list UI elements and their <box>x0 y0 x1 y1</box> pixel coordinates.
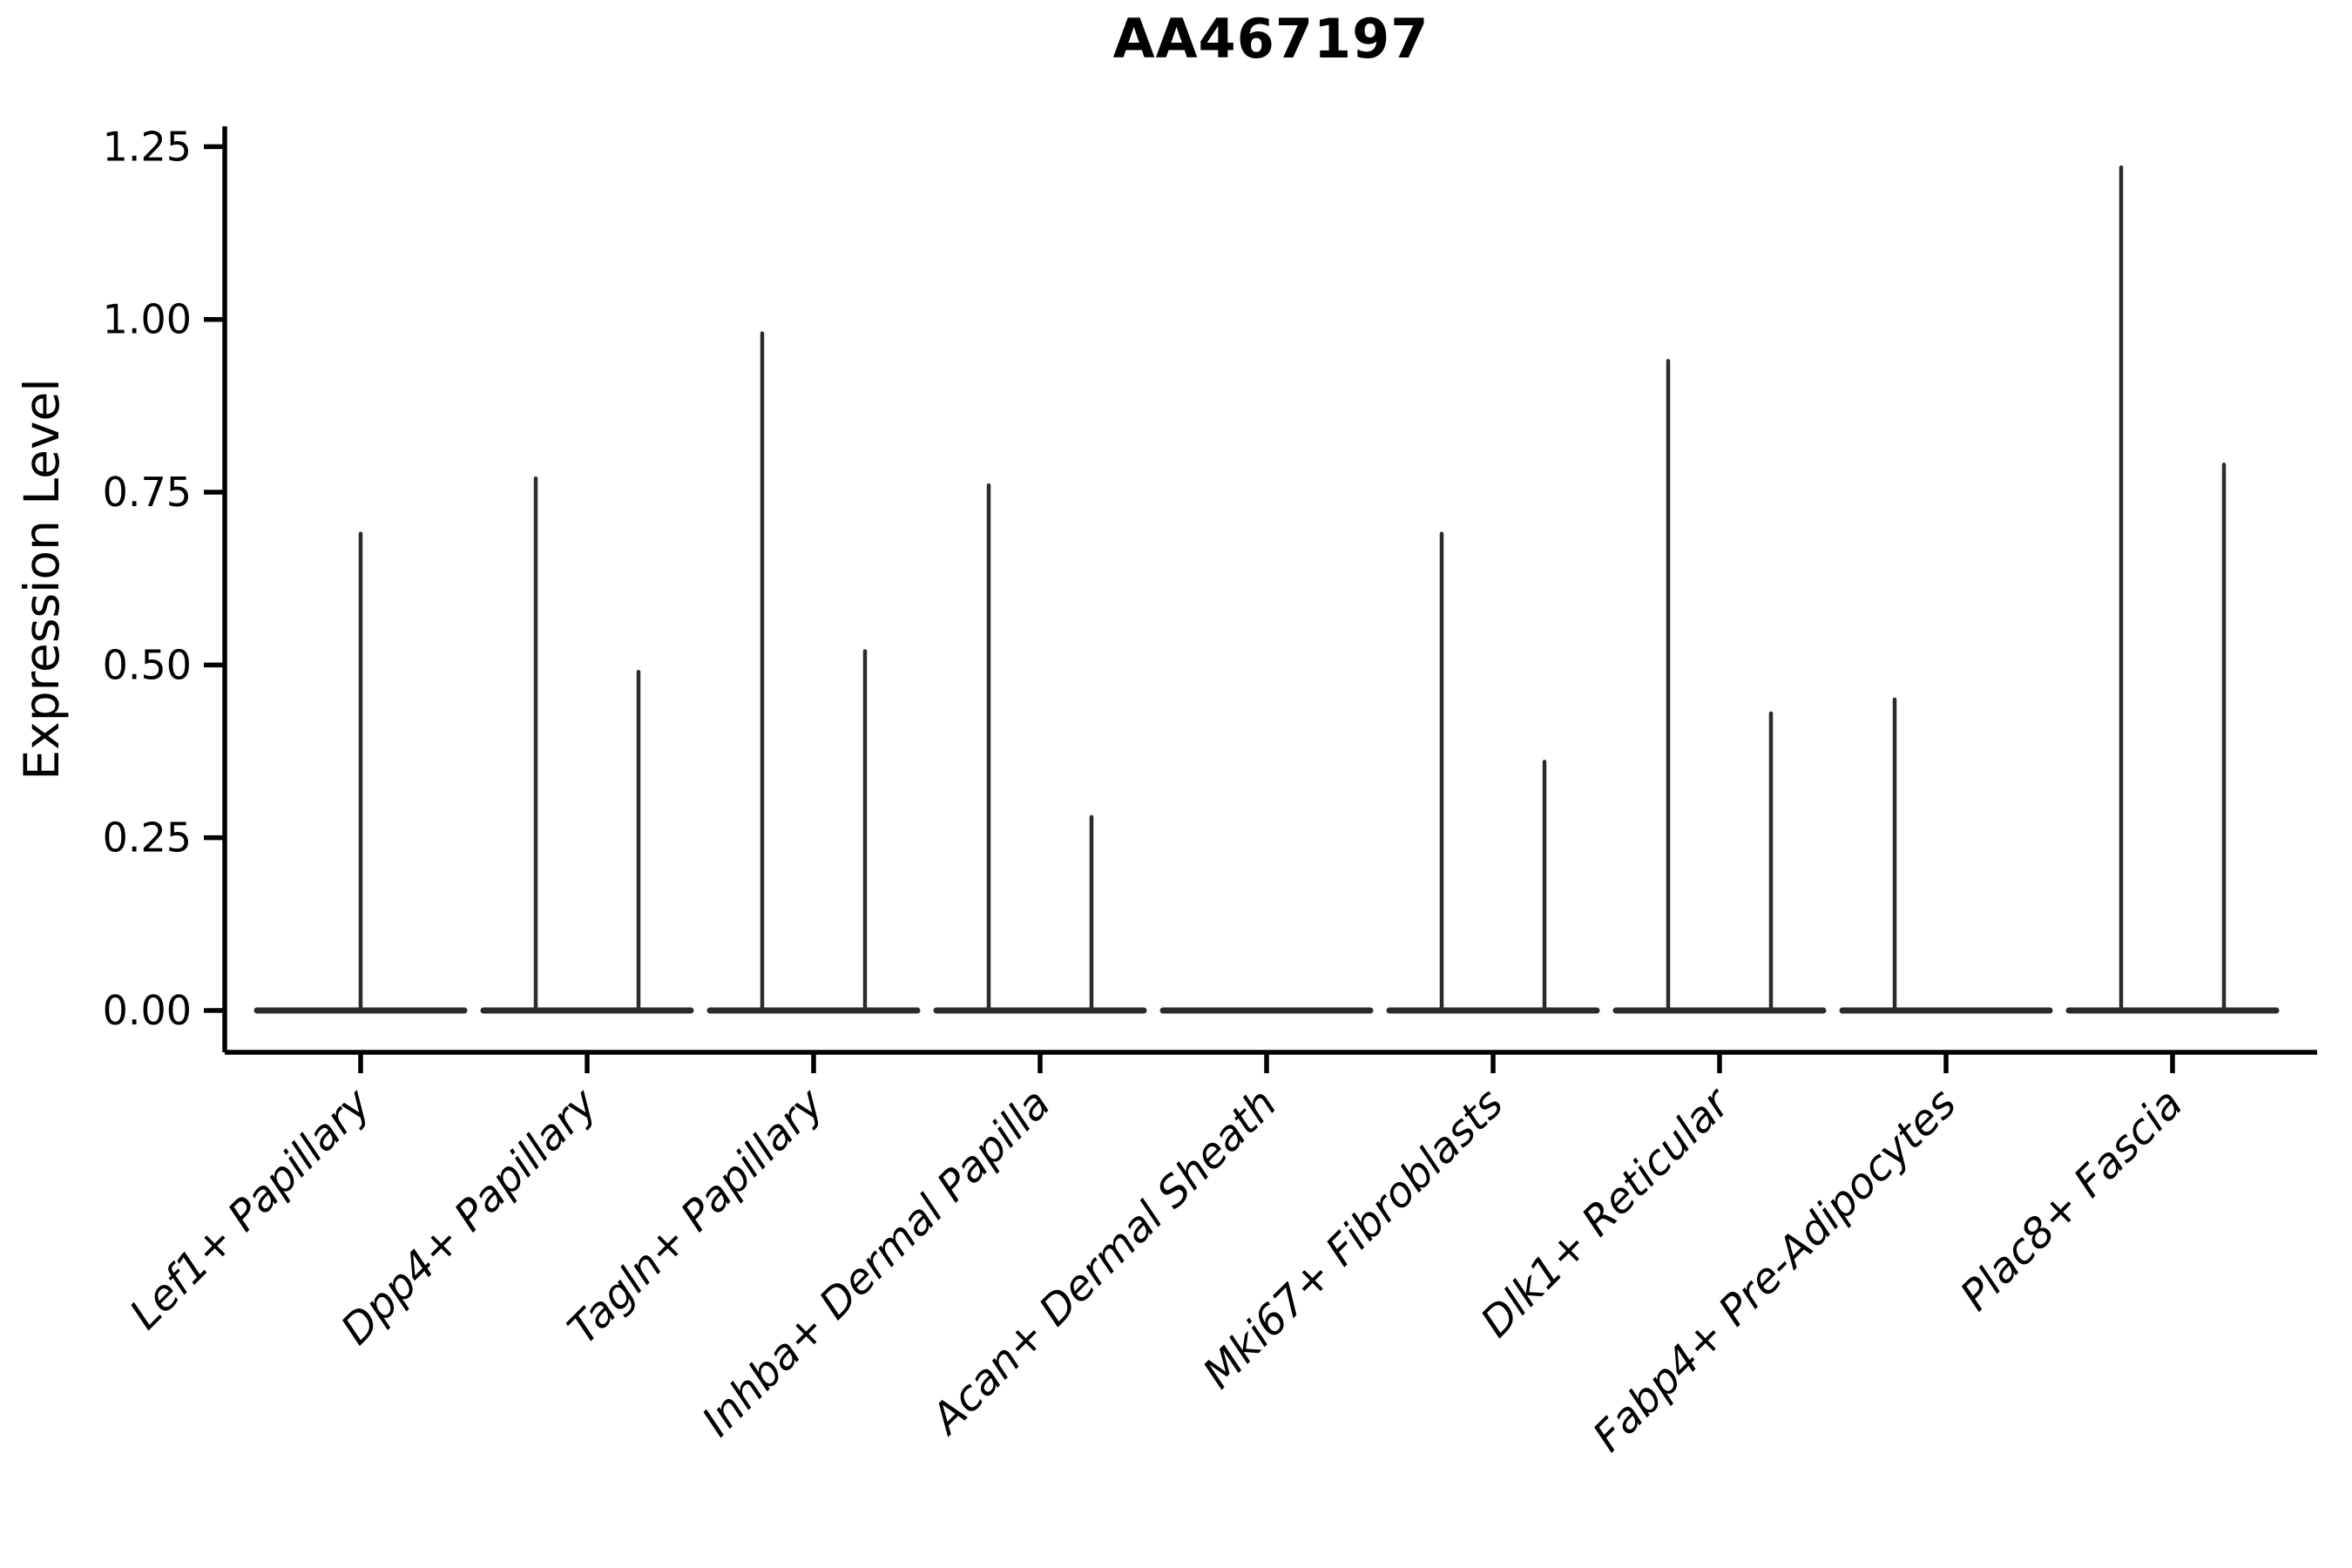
x-tick-label: Plac8+ Fascia <box>1951 1079 2193 1321</box>
y-tick-label: 0.25 <box>103 814 192 862</box>
y-tick-label: 1.00 <box>103 296 192 343</box>
y-tick-label: 0.50 <box>103 641 192 688</box>
x-tick-label: Lef1+ Papillary <box>120 1078 381 1339</box>
y-tick-label: 1.25 <box>103 123 192 170</box>
x-tick-label: Dlk1+ Reticular <box>1471 1078 1741 1348</box>
x-tick-label: Fabp4+ Pre-Adipocytes <box>1584 1079 1966 1462</box>
y-tick-label: 0.75 <box>103 469 192 516</box>
y-tick-label: 0.00 <box>103 987 192 1034</box>
plot-title: AA467197 <box>1112 7 1429 71</box>
